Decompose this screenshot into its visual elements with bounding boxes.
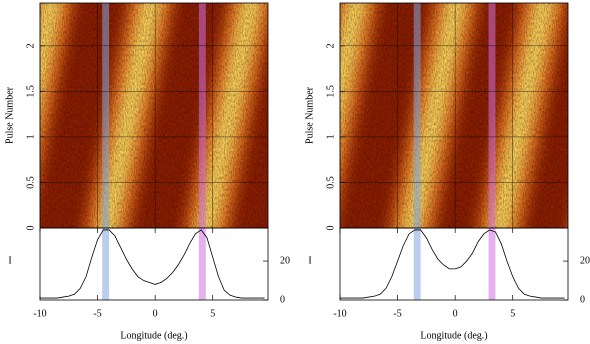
x-tick-label: 0 xyxy=(153,308,158,319)
y-tick-label: 1 xyxy=(325,134,336,139)
y-tick-label: 0 xyxy=(25,226,36,231)
image-y-label: Pulse Number xyxy=(4,86,15,144)
image-y-label: Pulse Number xyxy=(304,86,315,144)
profile-y-label: I xyxy=(8,255,11,266)
x-axis-label: Longitude (deg.) xyxy=(120,330,187,341)
x-tick-label: 5 xyxy=(510,308,515,319)
x-tick-label: -5 xyxy=(93,308,101,319)
drift-band-core xyxy=(580,0,590,238)
x-tick-label: -5 xyxy=(393,308,401,319)
profile-y-label: I xyxy=(308,255,311,266)
panel: 0 0.5 1 1.5 2 -10 -5 0 5 Pulse Number 0 20 I Longitud… xyxy=(304,0,590,341)
highlight-band xyxy=(102,3,110,300)
x-tick-label: -10 xyxy=(33,308,46,319)
y-tick-label: 2 xyxy=(325,43,336,48)
y-tick-label: 0.5 xyxy=(325,176,336,189)
y-tick-label: 0.5 xyxy=(25,176,36,189)
y-tick-label: 2 xyxy=(25,43,36,48)
y-tick-label: 1 xyxy=(25,134,36,139)
x-tick-label: -10 xyxy=(333,308,346,319)
profile-line xyxy=(40,229,265,299)
panel: 0 0.5 1 1.5 2 -10 -5 0 5 Pulse Number 0 20 I Longitud… xyxy=(4,2,290,341)
y-tick-label: 20 xyxy=(280,255,290,266)
highlight-band xyxy=(488,3,496,300)
y-tick-label: 0 xyxy=(325,226,336,231)
profile-frame xyxy=(39,227,269,301)
y-tick-label: 0 xyxy=(280,294,285,305)
x-tick-label: 5 xyxy=(210,308,215,319)
y-tick-label: 0 xyxy=(580,294,585,305)
profile-line xyxy=(340,229,565,299)
image-noise xyxy=(40,3,268,228)
x-axis-label: Longitude (deg.) xyxy=(420,330,487,341)
y-tick-label: 1.5 xyxy=(25,85,36,98)
image-noise xyxy=(340,3,568,228)
drift-band xyxy=(567,0,590,238)
profile-frame xyxy=(339,227,569,301)
y-tick-label: 20 xyxy=(580,255,590,266)
highlight-band xyxy=(413,3,421,300)
y-tick-label: 1.5 xyxy=(325,85,336,98)
pulse-stack-image xyxy=(40,3,268,228)
highlight-band xyxy=(198,3,206,300)
pulse-stack-image xyxy=(340,0,590,238)
x-tick-label: 0 xyxy=(453,308,458,319)
